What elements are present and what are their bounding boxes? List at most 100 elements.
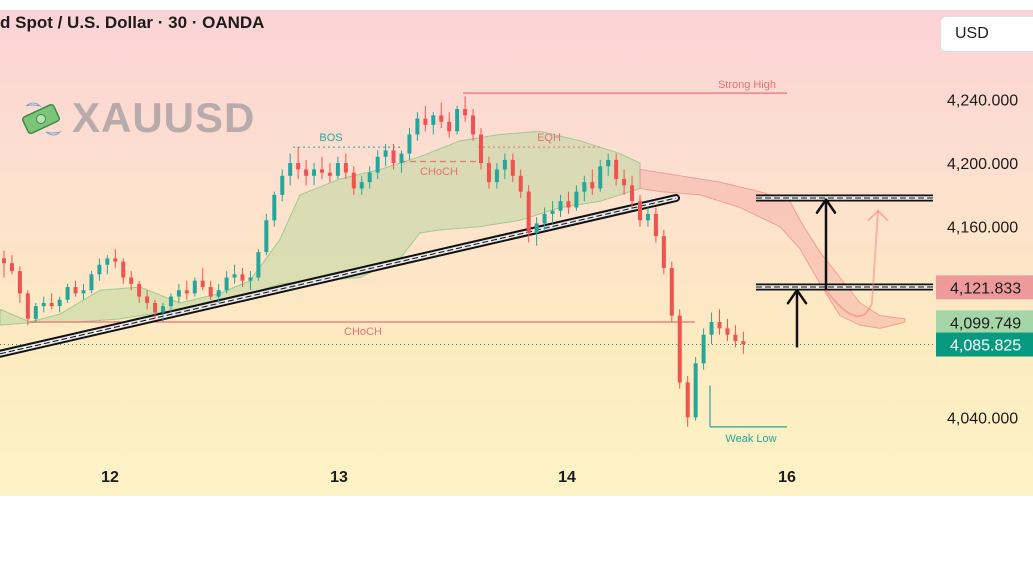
price-badge-label: 4,121.833 xyxy=(950,280,1021,297)
red-cloud-band xyxy=(639,168,906,329)
currency-selector[interactable]: USD xyxy=(940,16,1033,52)
candle-body xyxy=(272,194,277,221)
price-badge xyxy=(936,332,1033,357)
candle-body xyxy=(582,182,587,192)
candle-body xyxy=(312,169,317,176)
candle-body xyxy=(669,267,674,316)
candle-body xyxy=(57,299,62,307)
candle-body xyxy=(97,264,102,275)
candle-body xyxy=(645,213,650,221)
candle-body xyxy=(479,134,483,164)
annotation-label: Weak Low xyxy=(725,433,776,445)
time-axis-label: 12 xyxy=(101,469,119,486)
candle-body xyxy=(2,258,6,264)
annotation-label: EQH xyxy=(537,132,561,144)
candle-body xyxy=(463,109,468,116)
watermark-symbol-text: XAUUSD xyxy=(72,94,256,141)
trendline-dash xyxy=(0,197,677,355)
price-badge xyxy=(936,275,1033,300)
candle-body xyxy=(383,150,388,157)
candle-body xyxy=(431,115,436,125)
candle-body xyxy=(471,115,476,135)
candle-body xyxy=(264,220,269,253)
annotation-label: CHoCH xyxy=(420,166,458,178)
candle-body xyxy=(137,283,142,297)
annotation-label: BOS xyxy=(319,132,342,144)
candle-body xyxy=(89,274,94,291)
candle-body xyxy=(502,159,507,170)
candle-body xyxy=(367,172,372,183)
candle-body xyxy=(65,287,70,300)
currency-label: USD xyxy=(955,25,989,42)
candle-body xyxy=(733,334,738,342)
candle-body xyxy=(248,277,253,281)
candle-body xyxy=(304,169,309,176)
candle-body xyxy=(240,274,245,281)
price-badge-label: 4,085.825 xyxy=(950,338,1021,355)
candle-body xyxy=(630,185,635,202)
candle-body xyxy=(168,296,173,307)
candle-body xyxy=(335,163,340,176)
price-axis-label: 4,040.000 xyxy=(947,410,1018,427)
projection-path xyxy=(825,210,879,318)
candle-body xyxy=(423,118,428,125)
candle-body xyxy=(145,296,150,303)
candle-body xyxy=(518,175,523,192)
candle-body xyxy=(320,169,324,173)
candle-body xyxy=(9,263,14,272)
candle-body xyxy=(677,315,682,383)
candle-body xyxy=(17,271,22,294)
candle-body xyxy=(685,382,690,418)
projection-arrow-head xyxy=(867,209,889,222)
candle-body xyxy=(399,153,404,164)
candle-body xyxy=(725,328,730,335)
candle-body xyxy=(741,341,746,345)
candle-body xyxy=(288,163,293,176)
candle-body xyxy=(574,191,579,208)
candle-body xyxy=(653,213,658,237)
candle-body xyxy=(622,178,627,186)
candle-body xyxy=(455,109,460,132)
price-chart: Strong High BOS CHoCH EQH CHoCH Weak Low 4,240… xyxy=(0,79,1033,486)
candle-body xyxy=(415,118,420,135)
candle-body xyxy=(216,290,221,297)
candle-body xyxy=(447,121,452,132)
time-axis-label: 16 xyxy=(778,469,796,486)
symbol-watermark: XAUUSD xyxy=(20,93,255,143)
money-with-wings-icon xyxy=(22,102,62,136)
candle-body xyxy=(113,258,118,262)
candle-body xyxy=(550,210,555,214)
candle-body xyxy=(25,293,30,319)
candle-body xyxy=(709,322,714,335)
candle-body xyxy=(192,280,197,294)
price-axis-label: 4,160.000 xyxy=(947,220,1018,237)
candle-body xyxy=(494,169,499,183)
candle-body xyxy=(486,163,491,183)
candle-body xyxy=(526,191,531,234)
candle-body xyxy=(391,150,396,164)
candle-body xyxy=(542,213,547,224)
candle-body xyxy=(534,223,539,234)
candle-body xyxy=(224,277,229,291)
candle-body xyxy=(256,252,261,278)
candle-body xyxy=(351,172,356,189)
candle-body xyxy=(614,159,619,179)
candle-body xyxy=(176,290,181,297)
candle-body xyxy=(129,277,134,284)
candle-body xyxy=(200,280,205,288)
price-badge-label: 4,099.749 xyxy=(950,315,1021,332)
annotation-label: CHoCH xyxy=(344,326,382,338)
candle-body xyxy=(105,258,110,265)
candle-body xyxy=(33,306,38,319)
candle-body xyxy=(73,287,78,294)
candle-body xyxy=(701,334,706,364)
price-axis-label: 4,240.000 xyxy=(947,93,1018,110)
candle-body xyxy=(375,156,380,173)
candle-body xyxy=(693,363,698,418)
chart-title: d Spot / U.S. Dollar · 30 · OANDA xyxy=(0,13,265,32)
time-axis-label: 13 xyxy=(330,469,348,486)
candle-body xyxy=(558,201,563,211)
candle-body xyxy=(161,306,165,313)
chart-area[interactable]: Strong High BOS CHoCH EQH CHoCH Weak Low 4,240… xyxy=(0,10,1033,496)
arrow-up-lower-head xyxy=(786,288,808,305)
